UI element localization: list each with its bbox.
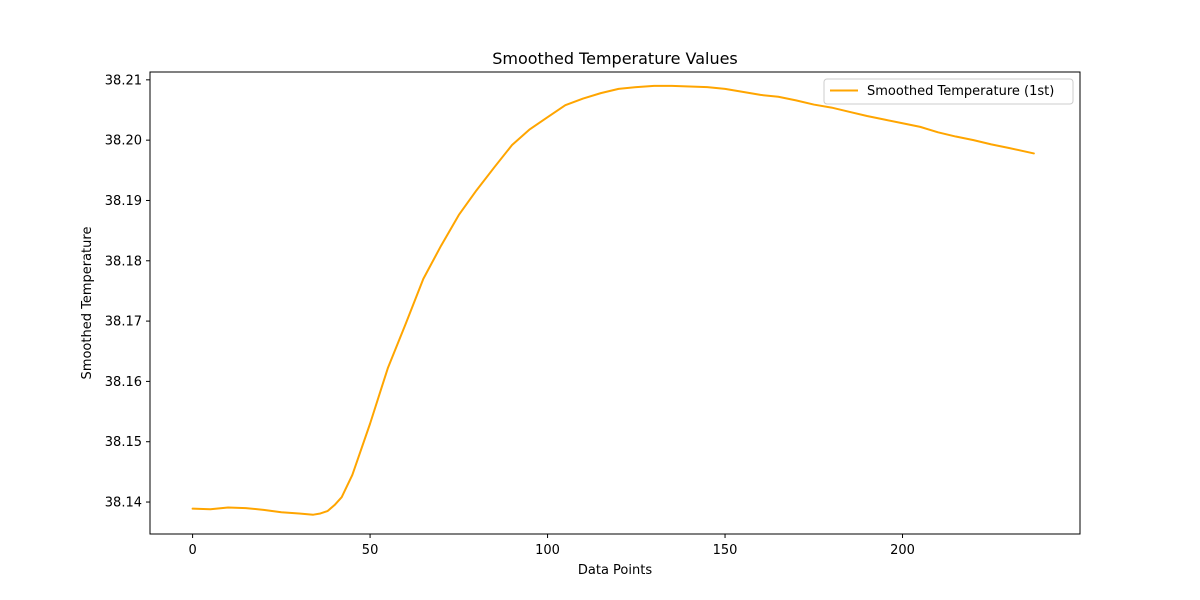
x-axis-label: Data Points (578, 563, 652, 578)
y-tick-label: 38.18 (105, 254, 142, 269)
y-tick-label: 38.20 (105, 134, 142, 149)
x-axis: 0 50 100 150 200 (188, 534, 915, 558)
chart-title: Smoothed Temperature Values (492, 49, 738, 68)
series-layer (191, 84, 1035, 516)
y-tick-label: 38.14 (105, 496, 142, 511)
x-tick-label: 50 (362, 543, 379, 558)
x-tick-label: 150 (713, 543, 738, 558)
y-tick-label: 38.17 (105, 315, 142, 330)
legend: Smoothed Temperature (1st) (823, 78, 1074, 105)
y-tick-label: 38.15 (105, 435, 142, 450)
y-tick-label: 38.16 (105, 375, 142, 390)
y-tick-label: 38.21 (105, 73, 142, 88)
legend-box (823, 78, 1074, 105)
x-tick-label: 100 (535, 543, 560, 558)
legend-label: Smoothed Temperature (1st) (867, 84, 1054, 99)
y-axis: 38.14 38.15 38.16 38.17 38.18 38.19 38.20 38.21 (105, 73, 150, 511)
plot-frame (149, 71, 1081, 535)
y-axis-label: Smoothed Temperature (80, 227, 95, 380)
x-tick-label: 0 (188, 543, 196, 558)
x-tick-label: 200 (890, 543, 915, 558)
y-tick-label: 38.19 (105, 194, 142, 209)
series-line-0 (191, 84, 1035, 516)
